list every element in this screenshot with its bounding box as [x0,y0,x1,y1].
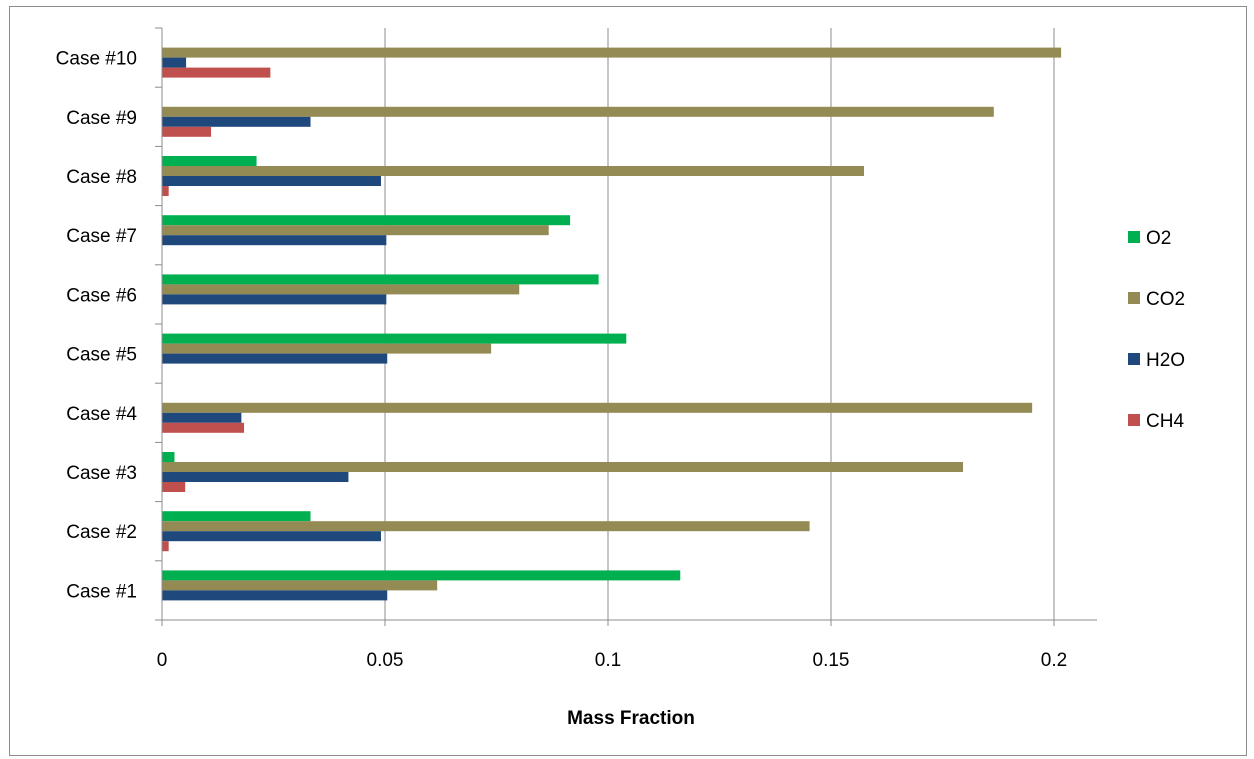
legend-label: CO2 [1146,289,1185,310]
bar-o2 [162,452,175,462]
axis-labels: 0 0.05 0.1 0.15 0.2 Case #1 Case #2 Case #3 Case… [56,49,1068,671]
bar-h2o [162,472,349,482]
category-label: Case #6 [66,285,137,306]
bar-co2 [162,284,520,295]
bar-h2o [162,590,388,601]
legend-swatch [1128,292,1140,304]
bar-co2 [162,106,994,117]
bar-co2 [162,462,964,472]
bar-o2 [162,333,627,344]
x-tick-label: 0.05 [367,650,404,671]
bar-co2 [162,521,810,532]
legend-swatch [1128,353,1140,365]
bar-ch4 [162,482,186,492]
bar-h2o [162,235,387,246]
category-label: Case #3 [66,463,137,484]
category-label: Case #1 [66,581,137,602]
bar-co2 [162,343,492,354]
legend-label: O2 [1146,228,1171,249]
bar-co2 [162,47,1062,58]
bar-ch4 [162,541,169,552]
bar-h2o [162,294,387,305]
bar-ch4 [162,422,245,433]
bar-co2 [162,402,1033,413]
x-axis-title: Mass Fraction [567,708,695,729]
bar-h2o [162,116,311,127]
bar-o2 [162,156,257,166]
bar-h2o [162,531,381,542]
bar-ch4 [162,186,169,196]
bar-co2 [162,166,865,176]
bars [162,47,1062,601]
bar-h2o [162,176,381,186]
x-tick-label: 0.2 [1041,650,1067,671]
bar-o2 [162,274,599,285]
category-label: Case #9 [66,108,137,129]
category-label: Case #4 [66,404,137,425]
bar-ch4 [162,126,212,137]
bar-co2 [162,580,438,591]
legend-label: H2O [1146,350,1185,371]
bar-h2o [162,353,388,364]
chart-area [9,6,1247,756]
bar-ch4 [162,67,271,78]
bar-o2 [162,570,681,581]
x-tick-label: 0 [157,650,168,671]
category-label: Case #2 [66,522,137,543]
bar-o2 [162,215,571,226]
category-label: Case #10 [56,49,137,70]
bar-co2 [162,225,549,236]
bar-o2 [162,511,311,522]
bar-h2o [162,57,187,68]
category-label: Case #5 [66,345,137,366]
legend: O2 CO2 H2O CH4 [1128,228,1185,432]
x-tick-label: 0.15 [813,650,850,671]
category-label: Case #8 [66,167,137,188]
legend-swatch [1128,414,1140,426]
bar-h2o [162,412,242,423]
legend-swatch [1128,231,1140,243]
x-tick-label: 0.1 [595,650,621,671]
category-label: Case #7 [66,226,137,247]
legend-label: CH4 [1146,411,1184,432]
axes [155,27,1097,626]
